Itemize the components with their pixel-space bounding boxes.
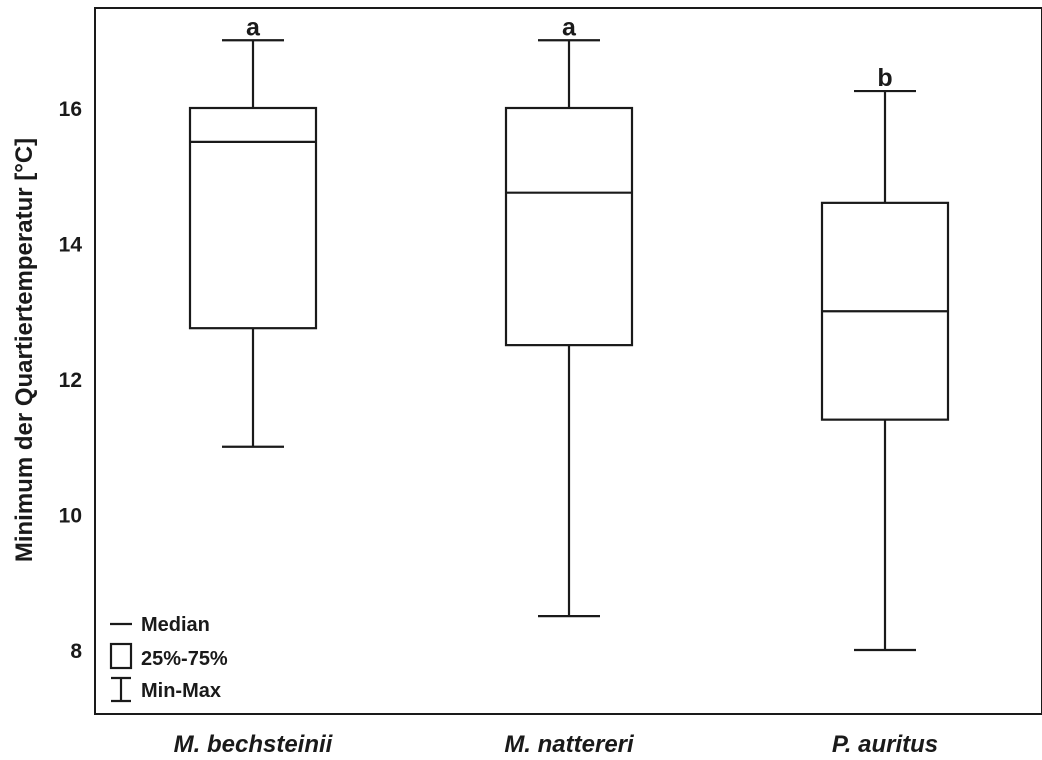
y-axis-title: Minimum der Quartiertemperatur [°C] [11, 138, 38, 562]
box-group: b [820, 64, 950, 652]
iqr-box [504, 106, 634, 347]
x-axis-category-labels: M. bechsteinii M. nattereri P. auritus [174, 731, 938, 758]
legend: Median 25%-75% Min-Max [109, 614, 228, 703]
legend-label: Min-Max [141, 680, 221, 702]
significance-label: b [877, 64, 892, 92]
y-tick-label: 12 [59, 369, 82, 392]
y-tick-label: 16 [59, 98, 82, 121]
iqr-box [188, 106, 318, 330]
significance-label: a [562, 13, 577, 41]
box-group: a [188, 13, 318, 448]
legend-label: Median [141, 614, 210, 636]
x-category-label: M. bechsteinii [174, 731, 334, 758]
legend-box-symbol [109, 642, 133, 670]
y-tick-label: 8 [70, 640, 82, 663]
box-group: a [504, 13, 634, 618]
y-axis-ticks: 8 10 12 14 16 [59, 98, 83, 663]
x-category-label: P. auritus [832, 731, 938, 758]
y-tick-label: 14 [59, 234, 83, 257]
y-tick-label: 10 [59, 505, 82, 528]
legend-label: 25%-75% [141, 648, 228, 670]
boxes-layer: a a b [188, 13, 950, 652]
significance-label: a [246, 13, 261, 41]
x-category-label: M. nattereri [504, 731, 635, 758]
plot-frame [94, 7, 1042, 715]
